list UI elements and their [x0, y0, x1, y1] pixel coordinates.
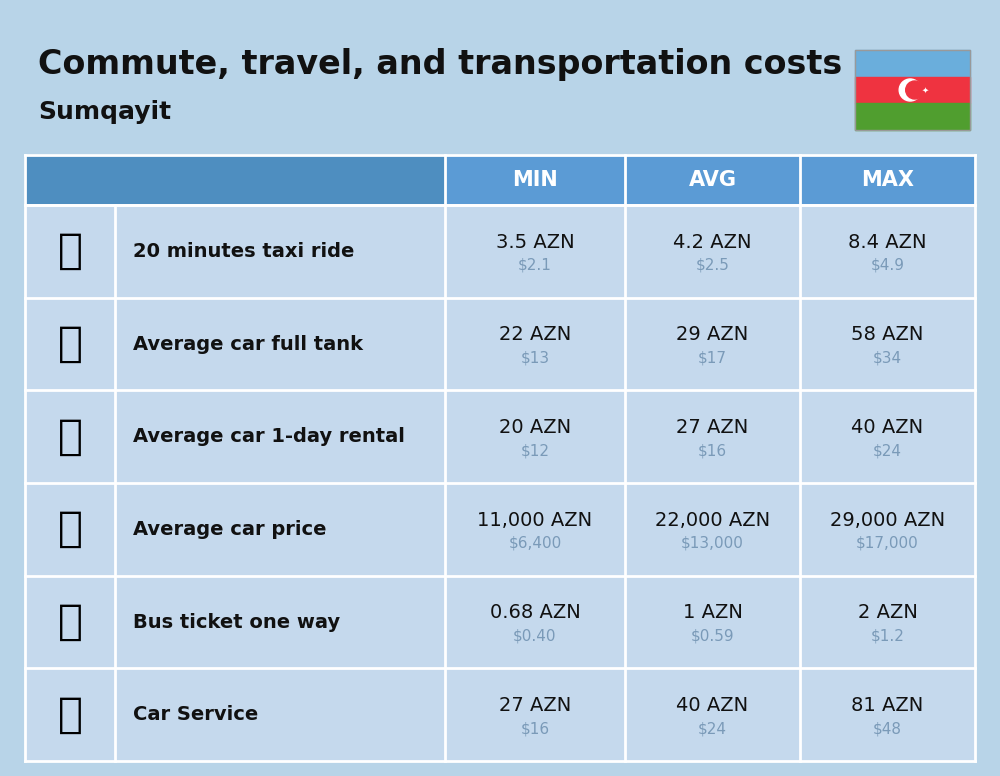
Text: $17,000: $17,000	[856, 536, 919, 551]
Bar	[625, 155, 800, 205]
Bar	[25, 390, 975, 483]
Text: 8.4 AZN: 8.4 AZN	[848, 233, 927, 252]
Text: $16: $16	[698, 443, 727, 458]
Text: Average car price: Average car price	[133, 520, 326, 539]
Text: MAX: MAX	[861, 170, 914, 190]
Text: 3.5 AZN: 3.5 AZN	[496, 233, 574, 252]
Text: $34: $34	[873, 351, 902, 365]
Bar	[800, 155, 975, 205]
Text: Commute, travel, and transportation costs: Commute, travel, and transportation cost…	[38, 48, 842, 81]
Bar	[855, 77, 970, 103]
Text: $24: $24	[873, 443, 902, 458]
Text: 40 AZN: 40 AZN	[851, 418, 924, 437]
Text: 29,000 AZN: 29,000 AZN	[830, 511, 945, 530]
Text: 20 minutes taxi ride: 20 minutes taxi ride	[133, 242, 354, 261]
Text: $24: $24	[698, 721, 727, 736]
Text: $48: $48	[873, 721, 902, 736]
Text: ✦: ✦	[922, 85, 929, 95]
Text: $12: $12	[520, 443, 550, 458]
Text: $2.5: $2.5	[696, 258, 729, 273]
Text: Sumqayit: Sumqayit	[38, 100, 171, 124]
Text: 58 AZN: 58 AZN	[851, 325, 924, 345]
Text: $13,000: $13,000	[681, 536, 744, 551]
Text: 2 AZN: 2 AZN	[858, 604, 917, 622]
Text: $13: $13	[520, 351, 550, 365]
Text: 27 AZN: 27 AZN	[499, 696, 571, 715]
Text: MIN: MIN	[512, 170, 558, 190]
Text: 40 AZN: 40 AZN	[676, 696, 749, 715]
Text: 🔧: 🔧	[58, 694, 82, 736]
Text: $17: $17	[698, 351, 727, 365]
Text: $0.59: $0.59	[691, 629, 734, 643]
Text: Average car 1-day rental: Average car 1-day rental	[133, 427, 405, 446]
Text: 11,000 AZN: 11,000 AZN	[477, 511, 593, 530]
Bar	[25, 155, 445, 205]
Text: 1 AZN: 1 AZN	[683, 604, 742, 622]
Text: 22,000 AZN: 22,000 AZN	[655, 511, 770, 530]
Text: ⛽: ⛽	[58, 323, 82, 365]
Text: 22 AZN: 22 AZN	[499, 325, 571, 345]
Bar	[25, 668, 975, 761]
Circle shape	[906, 81, 924, 99]
Bar	[25, 576, 975, 668]
Bar	[855, 103, 970, 130]
Text: 81 AZN: 81 AZN	[851, 696, 924, 715]
Bar	[25, 483, 975, 576]
Text: 🚕: 🚕	[58, 230, 82, 272]
Text: $6,400: $6,400	[508, 536, 562, 551]
Text: 🚌: 🚌	[58, 601, 82, 643]
Bar	[855, 50, 970, 130]
Text: 🚗: 🚗	[58, 508, 82, 550]
Text: 20 AZN: 20 AZN	[499, 418, 571, 437]
Bar	[25, 298, 975, 390]
Text: Average car full tank: Average car full tank	[133, 334, 363, 354]
Text: Car Service: Car Service	[133, 705, 258, 724]
Bar	[445, 155, 625, 205]
Text: 27 AZN: 27 AZN	[676, 418, 749, 437]
Text: 4.2 AZN: 4.2 AZN	[673, 233, 752, 252]
Bar	[855, 50, 970, 77]
Text: 🚙: 🚙	[58, 416, 82, 458]
Text: 0.68 AZN: 0.68 AZN	[490, 604, 580, 622]
Text: Bus ticket one way: Bus ticket one way	[133, 612, 340, 632]
Text: $2.1: $2.1	[518, 258, 552, 273]
Text: $0.40: $0.40	[513, 629, 557, 643]
Text: AVG: AVG	[688, 170, 736, 190]
Text: $1.2: $1.2	[871, 629, 904, 643]
Text: 29 AZN: 29 AZN	[676, 325, 749, 345]
Text: $4.9: $4.9	[870, 258, 904, 273]
Text: $16: $16	[520, 721, 550, 736]
Bar	[25, 205, 975, 298]
Circle shape	[899, 79, 921, 101]
